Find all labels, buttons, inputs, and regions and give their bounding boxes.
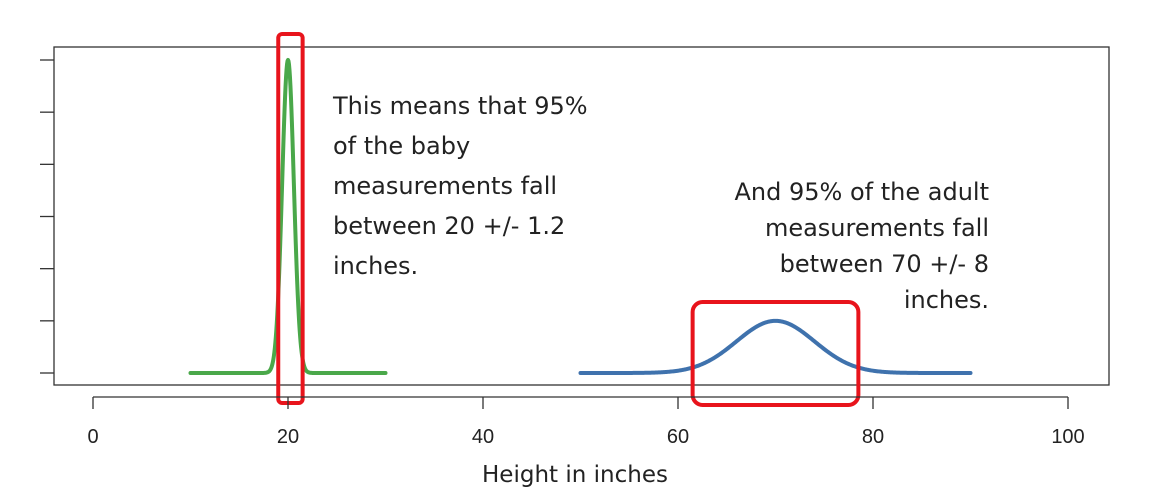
annotation-baby: This means that 95% of the baby measuremen… xyxy=(332,92,588,280)
annotation-line: measurements fall xyxy=(765,214,989,242)
baby-range-highlight xyxy=(276,32,305,405)
annotation-line: inches. xyxy=(904,286,989,314)
annotation-line: between 20 +/- 1.2 xyxy=(333,212,565,240)
annotation-adult: And 95% of the adult measurements fall bet… xyxy=(735,178,989,314)
x-tick-label: 80 xyxy=(862,426,884,448)
annotation-line: measurements fall xyxy=(333,172,557,200)
baby-height-curve xyxy=(188,58,388,375)
x-tick-label: 0 xyxy=(87,426,98,448)
x-tick-label: 100 xyxy=(1051,426,1084,448)
x-tick-label: 40 xyxy=(472,426,494,448)
annotation-line: And 95% of the adult xyxy=(735,178,989,206)
annotation-line: inches. xyxy=(333,252,418,280)
x-axis-label: Height in inches xyxy=(482,462,668,488)
annotation-line: This means that 95% xyxy=(332,92,588,120)
adult-height-curve xyxy=(578,318,973,375)
annotation-line: between 70 +/- 8 xyxy=(780,250,989,278)
x-tick-label: 60 xyxy=(667,426,689,448)
x-tick-label: 20 xyxy=(277,426,299,448)
annotation-line: of the baby xyxy=(333,132,470,160)
adult-range-highlight xyxy=(690,300,861,407)
